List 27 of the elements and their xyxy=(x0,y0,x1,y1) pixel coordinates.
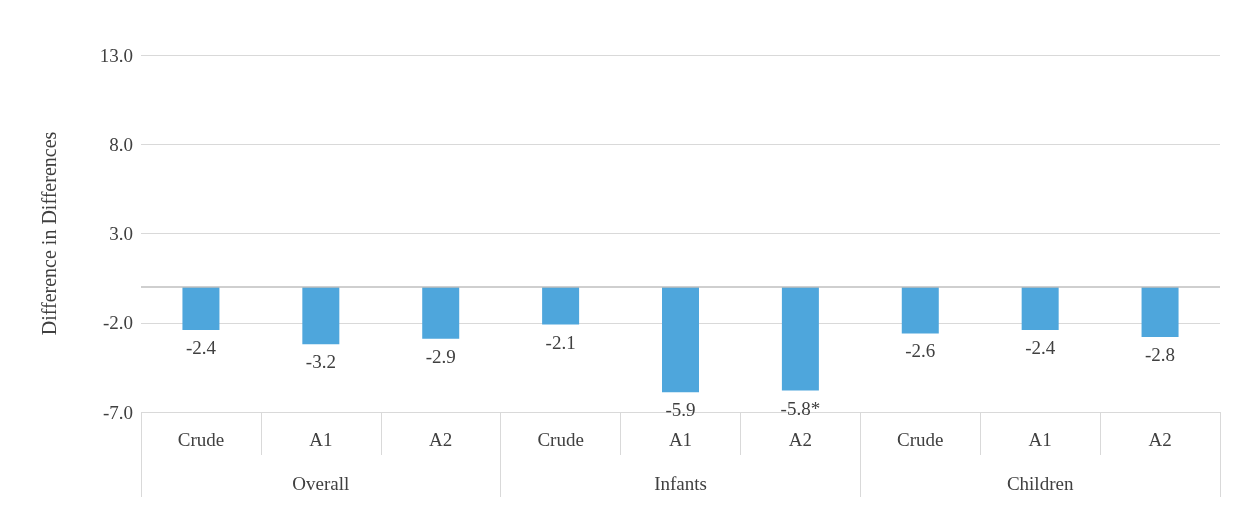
data-label: -2.8 xyxy=(1145,344,1176,366)
y-tick-label: 3.0 xyxy=(109,223,133,244)
y-tick-label: 8.0 xyxy=(109,133,133,155)
y-tick-label: -7.0 xyxy=(102,401,133,423)
x-tick-label: A2 xyxy=(1148,429,1172,450)
text: Overall xyxy=(292,473,350,494)
data-label: -5.9 xyxy=(665,399,696,421)
x-tick-label: A1 xyxy=(1028,429,1052,450)
x-tick-label: A1 xyxy=(668,429,693,450)
data-label: -3.2 xyxy=(305,351,336,373)
x-tick-label: Crude xyxy=(537,429,584,450)
data-label: -2.4 xyxy=(185,336,217,358)
x-tick-label: Crude xyxy=(897,429,944,450)
x-tick-label: A2 xyxy=(788,429,813,450)
data-label: -5.8* xyxy=(780,397,821,419)
y-tick-label: 13.0 xyxy=(99,44,133,66)
data-label: -2.1 xyxy=(545,331,576,353)
y-axis-title: Difference in Differences xyxy=(38,131,60,336)
x-tick-label: A2 xyxy=(429,429,453,450)
data-label: -2.9 xyxy=(425,345,456,367)
text: Children xyxy=(1006,473,1074,494)
x-tick-label: A1 xyxy=(309,429,333,450)
y-tick-label: -2.0 xyxy=(102,312,133,334)
data-label: -2.6 xyxy=(905,340,936,362)
data-label: -2.4 xyxy=(1025,336,1056,358)
text: Infants xyxy=(654,473,707,494)
x-tick-label: Crude xyxy=(177,429,225,450)
